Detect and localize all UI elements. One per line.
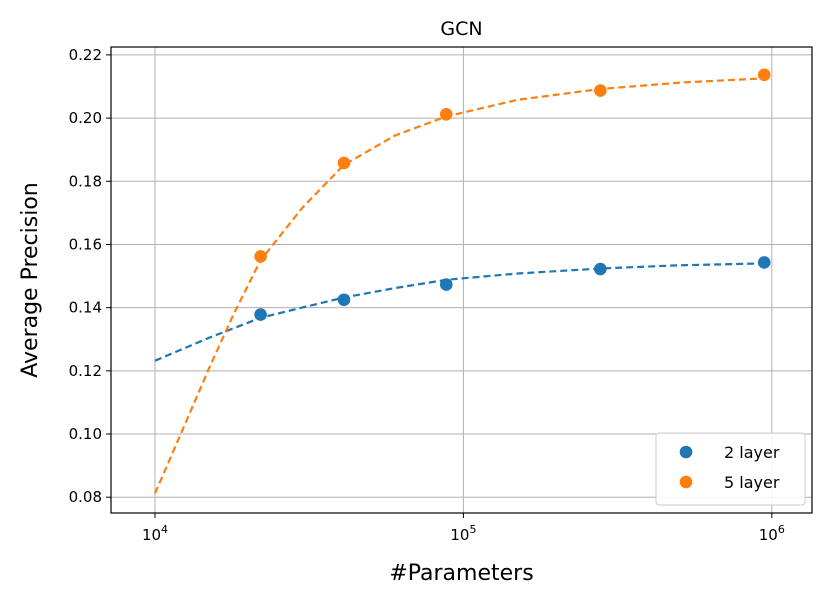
- y-tick-label: 0.20: [69, 109, 102, 127]
- data-points: [254, 68, 771, 321]
- data-point-series-2: [757, 68, 771, 82]
- x-axis-label: #Parameters: [389, 561, 533, 586]
- chart-title: GCN: [440, 18, 482, 40]
- y-tick-label: 0.14: [69, 299, 102, 317]
- legend-label-series-2: 5 layer: [724, 473, 780, 492]
- y-axis-label: Average Precision: [18, 182, 43, 378]
- x-axis-ticks: 104 105 106: [142, 513, 785, 544]
- legend: 2 layer 5 layer: [655, 432, 806, 506]
- fit-lines: [153, 77, 765, 494]
- y-axis-ticks: 0.08 0.10 0.12 0.14 0.16 0.18 0.20 0.22: [69, 46, 111, 506]
- data-point-series-1: [337, 293, 351, 307]
- x-tick-label: 104: [142, 523, 168, 544]
- plot-frame: [110, 46, 813, 514]
- fit-line-series-1: [154, 262, 765, 362]
- data-point-series-2: [254, 250, 267, 263]
- grid: [111, 47, 812, 513]
- fit-line-series-2: [153, 77, 765, 494]
- legend-marker-series-2: [679, 475, 693, 489]
- x-tick-label: 106: [759, 523, 785, 544]
- x-tick-label: 105: [450, 523, 476, 544]
- data-point-series-1: [594, 262, 607, 276]
- y-tick-label: 0.22: [69, 46, 102, 64]
- legend-box: [655, 432, 806, 506]
- data-point-series-1: [757, 256, 771, 269]
- y-tick-label: 0.12: [69, 362, 102, 380]
- y-tick-label: 0.16: [69, 235, 102, 253]
- data-point-series-2: [594, 84, 607, 97]
- legend-marker-series-1: [679, 445, 693, 459]
- y-tick-label: 0.18: [69, 172, 102, 190]
- y-tick-label: 0.10: [69, 425, 102, 443]
- data-point-series-2: [439, 107, 453, 121]
- data-point-series-1: [439, 278, 453, 291]
- y-tick-label: 0.08: [69, 488, 102, 506]
- data-point-series-1: [254, 308, 267, 321]
- legend-label-series-1: 2 layer: [724, 443, 780, 462]
- data-point-series-2: [337, 156, 351, 170]
